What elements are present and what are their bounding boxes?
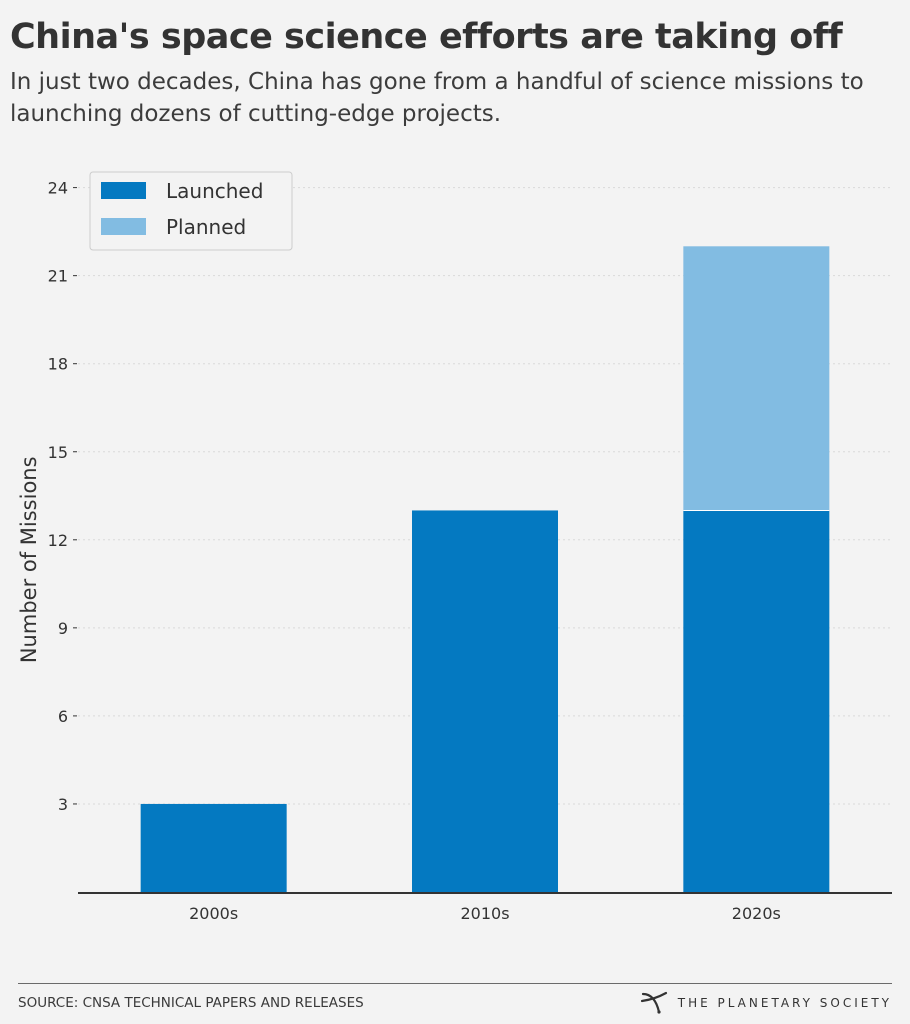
y-tick-label: 21 — [48, 267, 68, 286]
source-note: SOURCE: CNSA TECHNICAL PAPERS AND RELEAS… — [18, 995, 364, 1011]
legend-swatch-launched — [101, 182, 146, 199]
brand-name: THE PLANETARY SOCIETY — [677, 996, 892, 1010]
planetary-society-logo-icon — [640, 991, 667, 1014]
x-tick-label: 2020s — [732, 904, 781, 923]
chart-title: China's space science efforts are taking… — [10, 17, 843, 57]
chart-subtitle: In just two decades, China has gone from… — [10, 69, 864, 127]
x-tick-label: 2010s — [460, 904, 509, 923]
bar-launched-2010s — [412, 510, 558, 892]
brand-lockup: THE PLANETARY SOCIETY — [640, 990, 892, 1016]
y-tick-label: 18 — [48, 355, 68, 374]
bar-planned-2020s — [683, 246, 830, 511]
legend: Launched Planned — [89, 171, 293, 251]
y-tick-label: 3 — [58, 795, 68, 814]
y-tick-label: 24 — [48, 179, 68, 198]
bar-chart: 3 6 9 12 15 18 21 24 2000s 2010s 2020s Launched Pla… — [17, 171, 892, 923]
y-tick-label: 12 — [48, 531, 68, 550]
y-axis-label: Number of Missions — [17, 456, 41, 663]
x-tick-label: 2000s — [189, 904, 238, 923]
bar-launched-2000s — [140, 803, 287, 892]
bar-launched-2020s — [683, 510, 830, 892]
legend-label-planned: Planned — [166, 215, 246, 239]
legend-swatch-planned — [101, 218, 146, 235]
axes: 3 6 9 12 15 18 21 24 2000s 2010s 2020s — [48, 179, 892, 923]
y-tick-label: 15 — [48, 443, 68, 462]
bars — [140, 246, 830, 892]
legend-label-launched: Launched — [166, 179, 263, 203]
y-tick-label: 9 — [58, 619, 68, 638]
footer-divider — [18, 983, 892, 984]
y-tick-label: 6 — [58, 707, 68, 726]
